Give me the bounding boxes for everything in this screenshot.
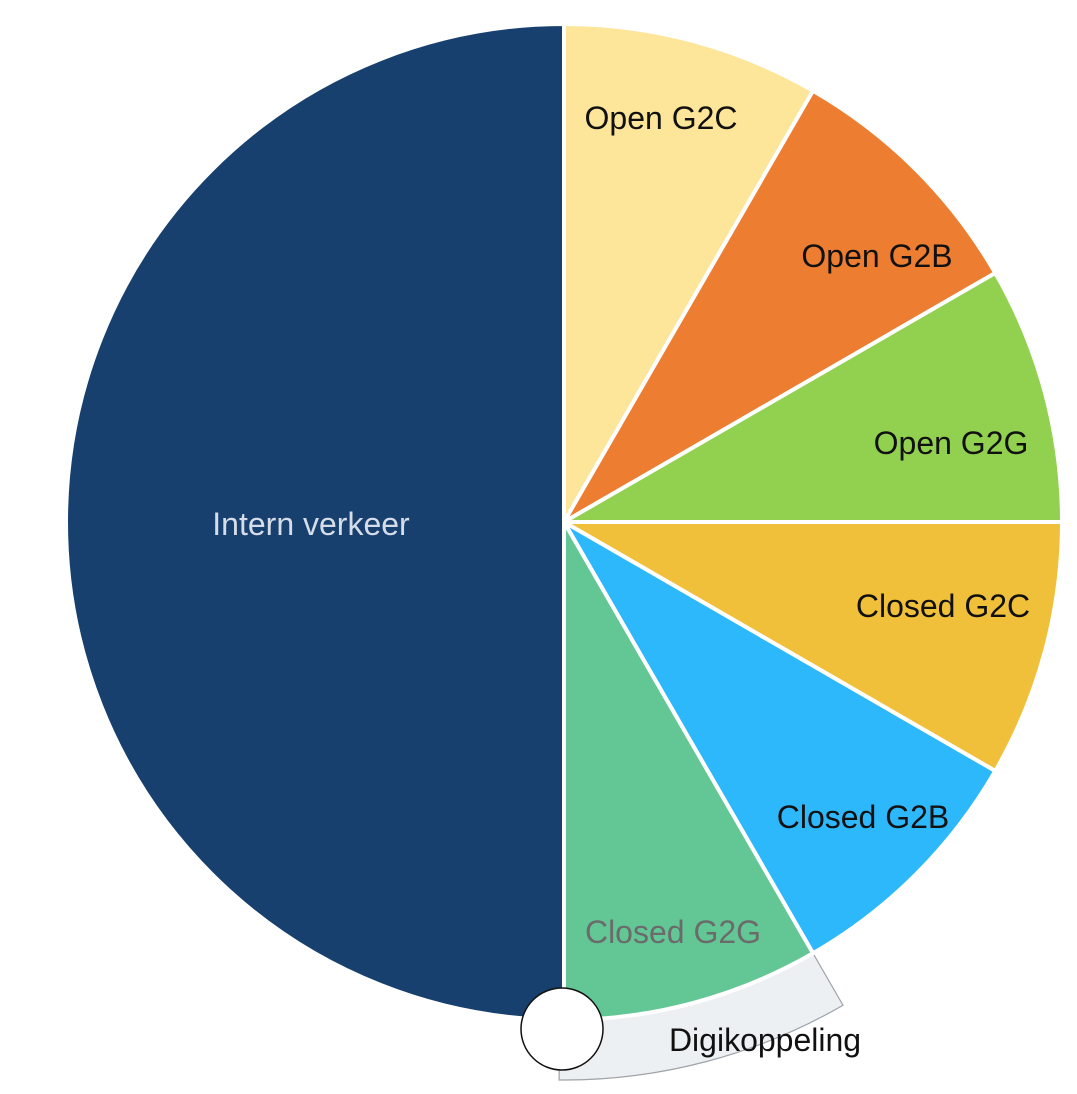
- pie-slice-closed-g2c: [562, 520, 1064, 773]
- slice-label-open-g2b: Open G2B: [801, 238, 952, 274]
- pie-slice-open-g2c: [562, 22, 815, 524]
- marker-layer: [520, 987, 604, 1071]
- slice-label-open-g2c: Open G2C: [585, 100, 738, 136]
- labels-layer: Open G2C Open G2B Open G2G Closed G2C Closed…: [212, 100, 1030, 1058]
- pie-slice-intern-verkeer: [64, 22, 566, 1022]
- pie-slice-open-g2g: [562, 271, 1064, 524]
- slice-label-closed-g2b: Closed G2B: [777, 799, 950, 835]
- slice-label-intern-verkeer: Intern verkeer: [212, 506, 410, 542]
- slice-label-closed-g2g: Closed G2G: [585, 914, 761, 950]
- slices-layer: [64, 22, 1064, 1022]
- pie-slice-open-g2b: [562, 88, 998, 524]
- slice-label-open-g2g: Open G2G: [874, 425, 1029, 461]
- slice-label-closed-g2c: Closed G2C: [856, 588, 1030, 624]
- pie-slice-closed-g2b: [562, 520, 998, 956]
- annotation-label-digikoppeling: Digikoppeling: [669, 1022, 861, 1058]
- annotation-marker-circle: [520, 987, 604, 1071]
